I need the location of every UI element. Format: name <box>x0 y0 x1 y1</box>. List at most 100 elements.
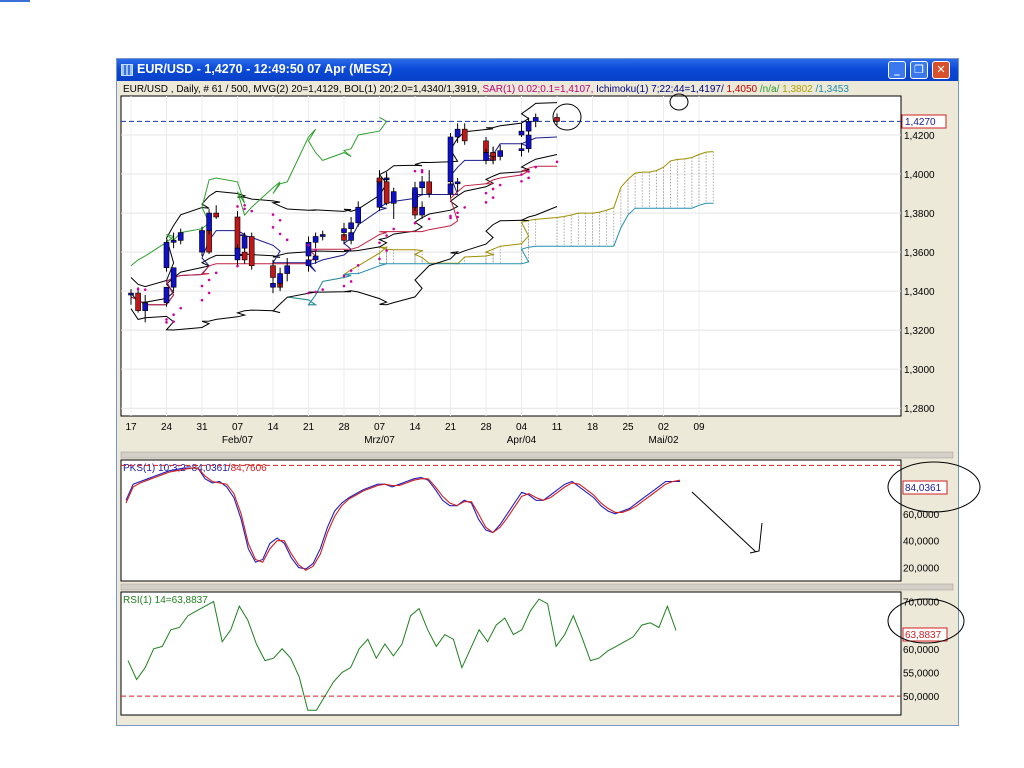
candle-bull[interactable] <box>419 206 425 216</box>
candle-bull[interactable] <box>128 292 134 296</box>
candle-bull[interactable] <box>497 150 504 157</box>
candle-bear[interactable] <box>554 117 560 122</box>
candle-bull[interactable] <box>525 121 532 132</box>
candle-bull[interactable] <box>341 228 347 233</box>
candle-bear[interactable] <box>241 251 248 261</box>
candle-bull[interactable] <box>284 265 291 274</box>
close-button[interactable]: ✕ <box>932 61 950 79</box>
candle-bull[interactable] <box>206 212 212 231</box>
stoch-d-line <box>125 467 681 571</box>
stoch-lines <box>121 464 901 571</box>
corner-mark <box>0 0 30 2</box>
legend-part-3: 1,4050 <box>727 84 758 95</box>
senkou-span-b-line <box>287 202 714 306</box>
candle-bull[interactable] <box>348 222 354 229</box>
candle-bear[interactable] <box>376 177 383 183</box>
main-x-tick-label: 09 <box>693 422 705 433</box>
sar-dot <box>491 187 495 191</box>
sar-dot <box>165 318 168 321</box>
sar-dot <box>271 226 275 229</box>
candle-bull[interactable] <box>170 267 177 288</box>
rsi-lines <box>121 598 901 711</box>
candle-bull[interactable] <box>170 240 177 243</box>
legend-part-2: Ichimoku(1) 7;22;44=1,4197/ <box>596 84 724 95</box>
panel-splitter-2[interactable] <box>120 583 954 591</box>
candle-bull[interactable] <box>525 134 532 149</box>
candle-bear[interactable] <box>135 292 141 311</box>
candle-bear[interactable] <box>248 236 255 267</box>
candle-bull[interactable] <box>270 283 276 288</box>
stoch-y-axis: 60,0000 40,0000 20,0000 <box>903 510 940 575</box>
candle-bull[interactable] <box>518 130 525 136</box>
candle-bull[interactable] <box>277 273 283 284</box>
legend-part-1: SAR(1) 0.02;0.1=1,4107, <box>482 84 596 95</box>
candle-bull[interactable] <box>518 148 525 151</box>
window-titlebar[interactable]: EUR/USD - 1,4270 - 12:49:50 07 Apr (MESZ… <box>117 59 958 81</box>
candle-bull[interactable] <box>234 247 241 261</box>
main-month-label: Mrz/07 <box>364 435 395 446</box>
sar-dot <box>420 168 424 172</box>
maximize-button[interactable]: ❐ <box>910 61 928 79</box>
sar-dot <box>498 183 502 187</box>
main-x-tick-label: 21 <box>445 422 457 433</box>
sar-dot <box>342 274 346 278</box>
main-x-tick-label: 11 <box>552 422 563 433</box>
main-legend: EUR/USD , Daily, # 61 / 500, MVG(2) 20=1… <box>123 84 849 95</box>
candle-bull[interactable] <box>305 242 312 257</box>
candle-bull[interactable] <box>312 255 319 261</box>
candle-bear[interactable] <box>490 152 496 157</box>
stoch-plot-area[interactable] <box>120 459 902 582</box>
candle-bull[interactable] <box>483 152 489 161</box>
sar-dot <box>236 264 239 268</box>
candle-bear[interactable] <box>461 128 468 142</box>
stoch-legend: PKS(1) 10;3;2=84,0361/84,7606 <box>123 463 267 474</box>
candle-bull[interactable] <box>532 117 539 122</box>
candle-bull[interactable] <box>412 187 418 208</box>
senkou-span-a-line <box>287 151 714 306</box>
sar-dot <box>342 284 346 288</box>
candle-bear[interactable] <box>270 265 276 278</box>
legend-part-6: /1,3453 <box>816 84 850 95</box>
sar-dot <box>271 213 275 216</box>
candle-bull[interactable] <box>454 128 461 138</box>
rsi-line <box>127 598 677 711</box>
main-y-tick-label: 1,4200 <box>904 131 935 142</box>
candle-bull[interactable] <box>319 234 326 237</box>
candle-bull[interactable] <box>163 242 170 269</box>
main-y-tick-label: 1,3400 <box>904 287 935 298</box>
sar-dot <box>172 320 175 323</box>
candle-bull[interactable] <box>312 236 319 243</box>
indicator-lines <box>121 102 901 331</box>
sar-dot <box>200 284 204 288</box>
candle-bear[interactable] <box>426 181 433 194</box>
candle-bear[interactable] <box>213 212 219 218</box>
panel-splitter-1[interactable] <box>120 451 954 459</box>
candle-bull[interactable] <box>305 259 312 267</box>
main-x-tick-label: 14 <box>267 422 279 433</box>
candle-bull[interactable] <box>348 232 354 241</box>
candle-bull[interactable] <box>163 286 170 304</box>
sar-dot <box>449 214 452 218</box>
candle-bull[interactable] <box>447 136 454 183</box>
sar-dot <box>314 248 317 252</box>
candle-bull[interactable] <box>177 232 184 241</box>
sar-dot <box>413 169 417 173</box>
candle-bull[interactable] <box>419 181 425 189</box>
candle-bull[interactable] <box>199 230 205 253</box>
minimize-button[interactable]: _ <box>888 61 906 79</box>
bollinger-upper-line <box>130 102 558 288</box>
candle-bull[interactable] <box>241 236 248 249</box>
main-y-axis: 1,4200 1,4000 1,3800 1,3600 1,3400 1,3200 1,30… <box>121 131 935 415</box>
legend-part-4: /n/a/ <box>760 84 780 95</box>
rsi-plot-area[interactable] <box>120 591 902 716</box>
candle-bear[interactable] <box>383 181 390 204</box>
main-x-tick-label: 28 <box>338 422 350 433</box>
sar-dot <box>278 232 282 236</box>
main-x-tick-label: 28 <box>480 422 492 433</box>
candle-bull[interactable] <box>355 206 362 224</box>
candle-bull[interactable] <box>454 181 461 185</box>
candle-bull[interactable] <box>142 302 148 311</box>
candle-bull[interactable] <box>390 191 397 204</box>
window-title: EUR/USD - 1,4270 - 12:49:50 07 Apr (MESZ… <box>137 62 393 76</box>
sar-dot <box>349 280 353 283</box>
